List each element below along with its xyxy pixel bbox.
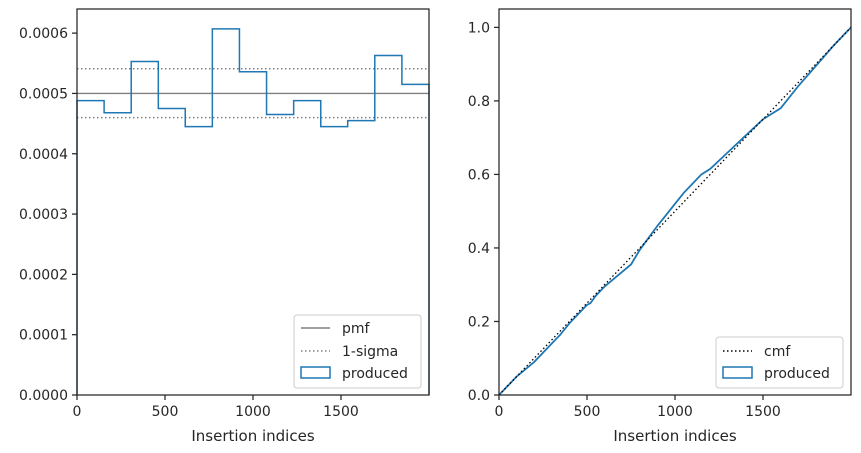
produced-cdf-line (498, 26, 852, 396)
legend-pmf-label: pmf (342, 321, 371, 337)
left-x-axis-label: Insertion indices (191, 427, 314, 445)
right-x-tick-label: 1500 (745, 404, 781, 420)
left-x-tick-label: 0 (73, 404, 82, 420)
left-y-tick-label: 0.0000 (19, 388, 68, 404)
legend-produced-cdf-label: produced (764, 366, 830, 382)
right-x-tick-label: 1000 (657, 404, 693, 420)
legend-produced-cdf-patch (722, 366, 753, 379)
legend-cmf-label: cmf (764, 344, 791, 360)
left-legend-box (293, 314, 422, 389)
right-y-tick-label: 0.0 (468, 388, 490, 404)
right-y-tick-label: 0.6 (468, 167, 490, 183)
cmf-line (498, 26, 852, 396)
left-x-tick-label: 1500 (323, 404, 359, 420)
right-x-axis-label: Insertion indices (613, 427, 736, 445)
right-y-tick-label: 0.8 (468, 94, 490, 110)
left-y-tick-label: 0.0006 (19, 26, 68, 42)
left-y-tick-label: 0.0001 (19, 328, 68, 344)
left-y-tick-label: 0.0002 (19, 267, 68, 283)
left-y-tick-label: 0.0003 (19, 207, 68, 223)
left-x-tick-label: 500 (152, 404, 179, 420)
left-y-tick-label: 0.0004 (19, 147, 68, 163)
right-y-tick-label: 0.4 (468, 241, 490, 257)
right-plot-area (499, 9, 851, 395)
legend-sigma-label: 1-sigma (342, 344, 398, 360)
left-legend: pmf 1-sigma produced (293, 314, 422, 389)
right-x-tick-label: 0 (495, 404, 504, 420)
right-cumulative-panel: 0 500 1000 1500 0.0 0.2 0.4 0.6 0.8 1.0 Insertion… (468, 8, 852, 445)
produced-histogram-step (76, 28, 430, 395)
legend-produced-label: produced (342, 366, 408, 382)
right-x-tick-label: 500 (574, 404, 601, 420)
right-y-tick-label: 0.2 (468, 314, 490, 330)
right-legend: cmf produced (715, 336, 844, 389)
legend-produced-patch (300, 366, 331, 379)
left-histogram-panel: 0 500 1000 1500 0.0000 0.0001 0.0002 0.0003 0.00… (19, 8, 430, 445)
right-y-tick-label: 1.0 (468, 20, 490, 36)
right-legend-box (715, 336, 844, 389)
left-x-tick-label: 1000 (235, 404, 271, 420)
left-y-tick-label: 0.0005 (19, 86, 68, 102)
